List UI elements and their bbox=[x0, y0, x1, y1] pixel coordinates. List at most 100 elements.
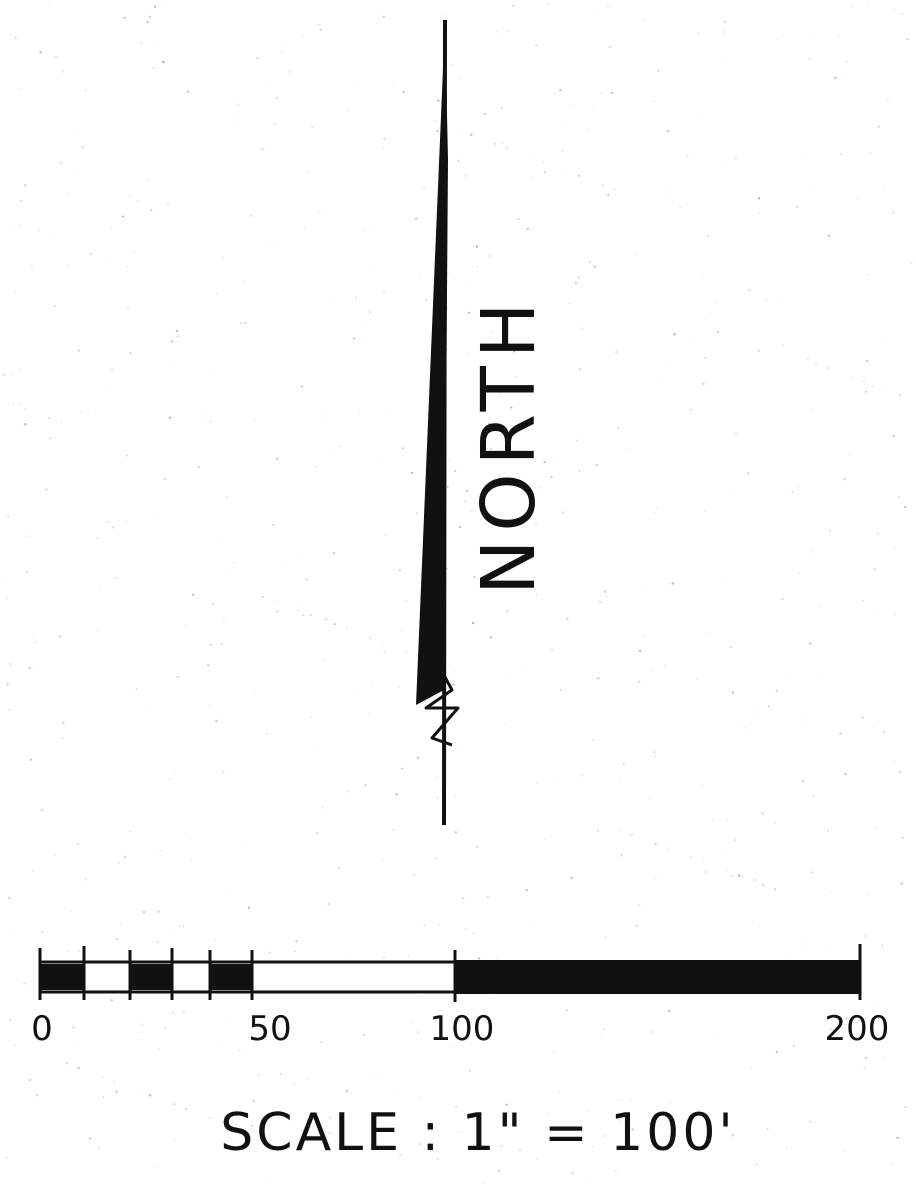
speckle-dot bbox=[654, 756, 657, 758]
speckle-dot bbox=[827, 367, 830, 370]
speckle-dot bbox=[753, 1164, 754, 1166]
speckle-dot bbox=[20, 403, 22, 405]
speckle-dot bbox=[887, 390, 889, 392]
speckle-dot bbox=[707, 235, 710, 237]
speckle-dot bbox=[364, 784, 367, 787]
speckle-dot bbox=[137, 1090, 139, 1092]
speckle-dot bbox=[648, 1122, 651, 1125]
speckle-dot bbox=[629, 1098, 631, 1100]
speckle-dot bbox=[725, 61, 727, 63]
speckle-dot bbox=[369, 636, 372, 639]
speckle-dot bbox=[227, 892, 229, 894]
speckle-dot bbox=[423, 924, 426, 926]
speckle-dot bbox=[483, 499, 485, 501]
speckle-dot bbox=[557, 455, 559, 457]
speckle-dot bbox=[467, 311, 471, 315]
speckle-dot bbox=[607, 5, 610, 8]
speckle-dot bbox=[593, 265, 596, 268]
speckle-dot bbox=[895, 547, 897, 549]
speckle-dot bbox=[157, 1165, 159, 1167]
speckle-dot bbox=[477, 266, 478, 268]
speckle-dot bbox=[559, 88, 562, 92]
scale-tick-label-100: 100 bbox=[430, 1009, 495, 1049]
speckle-dot bbox=[226, 496, 228, 498]
speckle-dot bbox=[483, 316, 486, 319]
speckle-dot bbox=[35, 1094, 39, 1097]
speckle-dot bbox=[530, 925, 532, 927]
speckle-dot bbox=[14, 37, 17, 39]
speckle-dot bbox=[182, 1011, 185, 1014]
speckle-dot bbox=[323, 659, 325, 661]
speckle-dot bbox=[69, 909, 72, 912]
speckle-dot bbox=[176, 675, 179, 679]
speckle-dot bbox=[578, 367, 582, 371]
speckle-dot bbox=[619, 778, 621, 780]
speckle-dot bbox=[233, 562, 235, 563]
speckle-dot bbox=[466, 352, 468, 355]
speckle-dot bbox=[883, 186, 886, 189]
speckle-dot bbox=[577, 276, 580, 279]
speckle-dot bbox=[810, 408, 813, 411]
speckle-dot bbox=[605, 936, 608, 939]
speckle-dot bbox=[28, 667, 31, 670]
speckle-dot bbox=[475, 245, 479, 248]
speckle-dot bbox=[338, 867, 340, 869]
speckle-dot bbox=[871, 385, 873, 388]
speckle-dot bbox=[548, 1112, 550, 1114]
speckle-dot bbox=[383, 290, 385, 293]
speckle-dot bbox=[507, 309, 511, 313]
speckle-dot bbox=[62, 721, 65, 724]
speckle-dot bbox=[447, 349, 449, 350]
speckle-dot bbox=[775, 39, 777, 41]
speckle-dot bbox=[9, 663, 12, 665]
speckle-dot bbox=[307, 172, 309, 174]
speckle-dot bbox=[828, 529, 832, 532]
speckle-dot bbox=[215, 292, 218, 295]
speckle-dot bbox=[543, 837, 546, 840]
speckle-dot bbox=[651, 1031, 653, 1033]
speckle-dot bbox=[489, 636, 493, 639]
speckle-dot bbox=[774, 822, 777, 824]
speckle-dot bbox=[535, 782, 538, 784]
speckle-dot bbox=[23, 423, 27, 426]
speckle-dot bbox=[225, 1020, 227, 1022]
speckle-dot bbox=[767, 705, 770, 708]
speckle-dot bbox=[7, 515, 10, 518]
speckle-dot bbox=[165, 5, 167, 7]
speckle-dot bbox=[438, 923, 440, 926]
speckle-dot bbox=[673, 332, 676, 336]
speckle-dot bbox=[141, 1023, 144, 1026]
speckle-dot bbox=[29, 758, 33, 761]
speckle-dot bbox=[623, 762, 625, 765]
speckle-dot bbox=[339, 444, 342, 447]
speckle-dot bbox=[483, 1115, 485, 1117]
speckle-dot bbox=[893, 760, 895, 763]
speckle-dot bbox=[604, 590, 607, 593]
speckle-dot bbox=[416, 756, 420, 759]
speckle-dot bbox=[115, 1090, 118, 1093]
speckle-dot bbox=[12, 403, 15, 406]
speckle-dot bbox=[205, 415, 207, 417]
speckle-dot bbox=[901, 13, 903, 15]
speckle-dot bbox=[638, 649, 642, 653]
speckle-dot bbox=[59, 162, 62, 165]
speckle-dot bbox=[249, 1135, 252, 1138]
speckle-dot bbox=[638, 904, 641, 907]
speckle-dot bbox=[522, 549, 524, 550]
speckle-dot bbox=[458, 525, 462, 529]
speckle-dot bbox=[283, 559, 286, 561]
speckle-dot bbox=[303, 35, 305, 36]
speckle-dot bbox=[816, 673, 818, 675]
speckle-dot bbox=[883, 1056, 885, 1058]
speckle-dot bbox=[156, 941, 159, 944]
speckle-dot bbox=[714, 301, 716, 303]
speckle-dot bbox=[631, 1128, 634, 1131]
speckle-dot bbox=[209, 420, 212, 423]
speckle-dot bbox=[54, 854, 56, 856]
speckle-dot bbox=[748, 288, 751, 292]
speckle-dot bbox=[464, 927, 466, 930]
speckle-dot bbox=[844, 773, 847, 776]
speckle-dot bbox=[603, 1134, 606, 1138]
speckle-dot bbox=[88, 1137, 92, 1140]
